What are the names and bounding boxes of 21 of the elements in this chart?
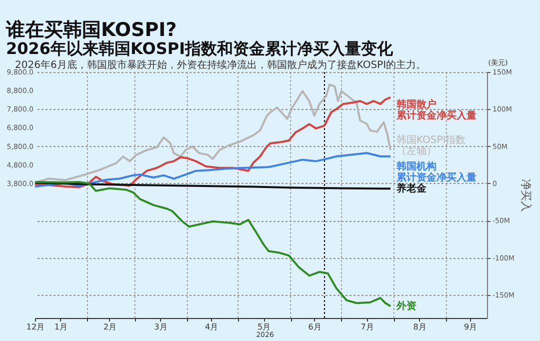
- series-label: 韩国机构累计资金净买入量: [396, 160, 477, 184]
- x-tick-label: 6月: [308, 322, 322, 332]
- x-tick-label: 1月: [54, 322, 68, 332]
- line-series: [34, 152, 392, 188]
- x-tick-label: 7月: [360, 322, 374, 332]
- chart-title: 谁在买韩国KOSPI?: [5, 19, 177, 41]
- x-tick-label: 3月: [154, 322, 168, 332]
- x-tick-label: 5月: [257, 322, 271, 332]
- x-tick-label: 2月: [103, 322, 117, 332]
- x-tick-label: 8月: [413, 322, 426, 332]
- x-tick-label: 9月: [464, 322, 478, 332]
- x-tick-label: 12月: [26, 322, 45, 332]
- y2-axis-title: 净买入: [519, 179, 532, 212]
- line-series: [34, 96, 392, 188]
- chart-subtitle: 2026年以来韩国KOSPI指数和资金累计净买入量变化: [6, 39, 394, 58]
- series-label: 养老金: [396, 182, 428, 195]
- series-label: 外资: [396, 300, 417, 312]
- series-label: 韩国散户累计资金净买入量: [396, 98, 477, 122]
- line-series: [34, 180, 392, 308]
- series-label: 韩国KOSPI指数（左轴）: [396, 134, 466, 158]
- x-tick-label: 4月: [205, 322, 218, 332]
